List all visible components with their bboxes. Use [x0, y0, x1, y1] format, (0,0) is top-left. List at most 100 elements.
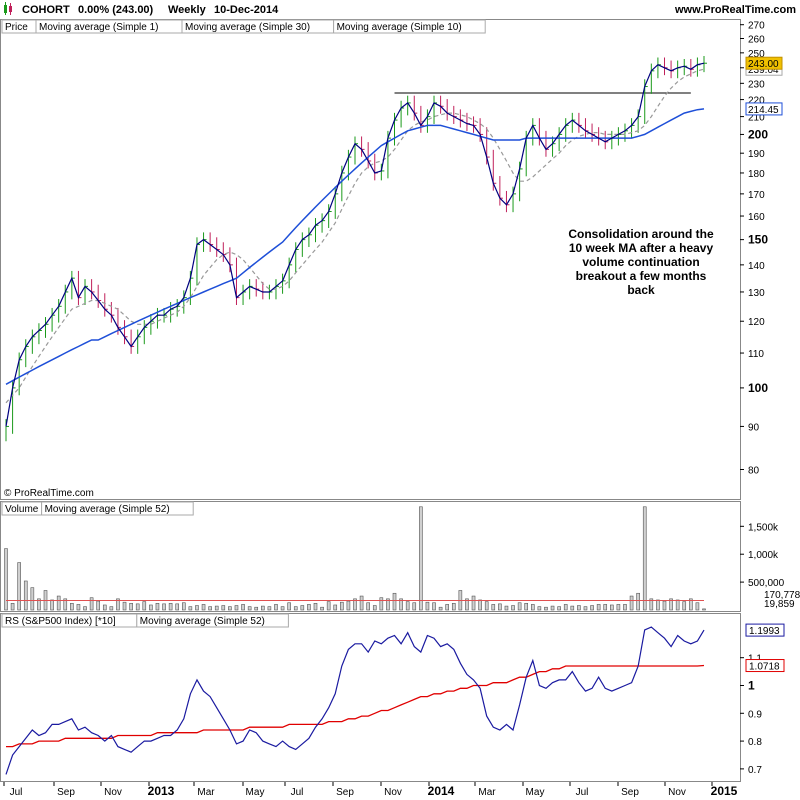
rs-tick-label: 0.7 [748, 765, 762, 776]
volume-bar [241, 604, 245, 611]
volume-bar [300, 605, 305, 611]
annotation-line: Consolidation around the [568, 227, 714, 241]
price-tick-label: 250 [748, 49, 765, 60]
price-tick-label: 210 [748, 113, 765, 124]
rs-ma-line [6, 664, 705, 748]
volume-bar [537, 606, 542, 611]
volume-bar [4, 548, 8, 611]
rs-legend: RS (S&P500 Index) [*10] Moving average (S… [1, 613, 289, 628]
volume-bar [392, 592, 397, 611]
volume-bar [583, 606, 588, 611]
volume-bar [129, 603, 133, 611]
volume-bar [116, 598, 120, 611]
volume-bar [228, 606, 232, 611]
annotation-line: 10 week MA after a heavy [569, 241, 714, 255]
volume-bar [399, 598, 403, 611]
volume-bar [372, 605, 377, 611]
volume-bar [517, 602, 522, 611]
ma1-line [5, 62, 705, 427]
volume-bar [168, 603, 173, 611]
volume-bar [214, 605, 219, 611]
legend-item: Moving average (Simple 30) [185, 22, 310, 33]
volume-bar [530, 604, 535, 611]
volume-bar [432, 602, 436, 611]
rs-last-tag-box [745, 623, 785, 637]
x-tick-label: Sep [336, 787, 354, 798]
rs-tick-label: 1 [748, 678, 755, 692]
rs-ma-last-tag: 1.0718 [749, 662, 780, 673]
x-tick-label: 2013 [148, 784, 175, 798]
volume-bar [504, 605, 509, 611]
volume-bar [149, 604, 153, 611]
volume-bar [616, 604, 621, 611]
rs-tick-label: 0.8 [748, 737, 762, 748]
volume-bar [10, 603, 15, 611]
volume-bar [188, 606, 193, 611]
volume-bar [425, 601, 430, 611]
price-tick-label: 170 [748, 190, 765, 201]
volume-bar [656, 599, 660, 611]
volume-bar [610, 604, 614, 611]
volume-bar [603, 604, 608, 611]
volume-bar [550, 605, 555, 611]
volume-bar [682, 601, 687, 611]
volume-bar [359, 595, 364, 611]
legend-item: Price [5, 22, 28, 33]
date-label: 10-Dec-2014 [214, 4, 279, 16]
volume-bar [412, 602, 417, 611]
volume-bar [451, 603, 456, 611]
volume-bar [293, 606, 298, 611]
rs-ma-last-tag-box [745, 659, 785, 673]
rs-panel [0, 613, 741, 782]
price-tick-label: 100 [748, 381, 768, 395]
volume-bar [695, 602, 700, 611]
volume-bar [491, 604, 496, 611]
volume-bar [83, 606, 87, 611]
header-bar: COHORT 0.00% (243.00) Weekly 10-Dec-2014… [0, 0, 800, 18]
volume-bar [280, 606, 285, 611]
legend-item: Moving average (Simple 52) [140, 616, 265, 627]
volume-bar [675, 599, 680, 611]
volume-bar [340, 601, 344, 611]
volume-bar [386, 598, 390, 611]
volume-bar [181, 602, 186, 611]
price-tick-label: 160 [748, 212, 765, 223]
volume-bar [76, 604, 81, 611]
price-tick-label: 90 [748, 422, 760, 433]
volume-bar [274, 604, 278, 611]
volume-bar [201, 604, 206, 611]
volume-bar [267, 606, 272, 611]
volume-bar [484, 601, 489, 611]
volume-bar [366, 602, 370, 611]
volume-bar [208, 606, 212, 611]
price-tick-label: 190 [748, 149, 765, 160]
volume-bar [445, 604, 449, 611]
volume-last: 19,859 [764, 599, 795, 610]
volume-panel [0, 501, 741, 612]
ma30-last-tag: 214.45 [748, 105, 779, 116]
volume-bar [326, 601, 331, 611]
x-tick-label: Mar [197, 787, 215, 798]
price-tick-label: 140 [748, 261, 765, 272]
volume-bar [96, 600, 100, 611]
x-tick-label: 2015 [711, 784, 738, 798]
volume-bar [478, 599, 482, 611]
volume-bar [590, 605, 594, 611]
volume-bar [570, 605, 575, 611]
ma30-last-tag-box [745, 102, 783, 116]
volume-bar [662, 600, 667, 611]
annotation-text: Consolidation around the 10 week MA afte… [568, 227, 714, 297]
volume-bar [175, 603, 180, 611]
volume-bar [50, 599, 54, 611]
period-label: Weekly [168, 4, 207, 16]
legend-box [333, 19, 486, 34]
volume-bar [636, 592, 640, 611]
x-tick-label: Jul [291, 787, 304, 798]
ma10-last-tag: 239.04 [748, 65, 779, 76]
ma30-line [5, 108, 705, 385]
price-tick-label: 270 [748, 21, 765, 32]
change-label: 0.00% (243.00) [78, 4, 154, 16]
volume-bar [498, 603, 502, 611]
volume-bar [234, 605, 239, 611]
